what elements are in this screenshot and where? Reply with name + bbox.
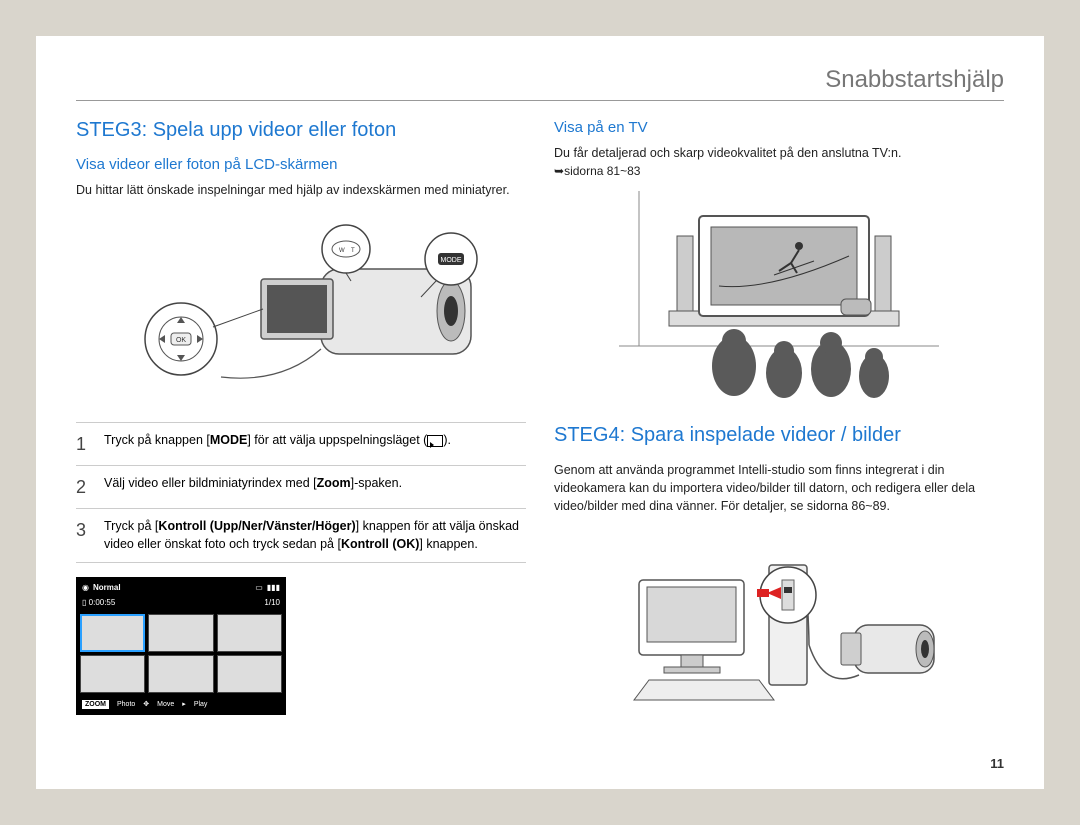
step-number: 2 — [76, 474, 94, 500]
thumbnail-cell — [148, 655, 213, 693]
left-column: STEG3: Spela upp videor eller foton Visa… — [76, 119, 526, 738]
step-text: Välj video eller bildminiatyrindex med [… — [104, 474, 526, 500]
thumbnail-cell — [80, 655, 145, 693]
lcd-intro: Du hittar lätt önskade inspelningar med … — [76, 181, 526, 199]
thumbgrid-grid — [80, 614, 282, 693]
step-item: 2 Välj video eller bildminiatyrindex med… — [76, 465, 526, 508]
tv-illustration — [619, 191, 939, 401]
thumbnail-index-screen: ◉ Normal ▭ ▮▮▮ ▯ 0:00:55 1/10 — [76, 577, 286, 715]
playback-mode-icon — [427, 435, 443, 447]
tv-figure — [554, 191, 1004, 406]
thumbgrid-subheader: ▯ 0:00:55 1/10 — [80, 596, 282, 611]
svg-text:T: T — [351, 248, 355, 254]
svg-text:OK: OK — [176, 337, 186, 344]
page-title: Snabbstartshjälp — [76, 66, 1004, 94]
lcd-subheading: Visa videor eller foton på LCD-skärmen — [76, 156, 526, 173]
tv-pageref: sidorna 81~83 — [564, 164, 640, 178]
thumbnail-cell — [217, 655, 282, 693]
manual-page: Snabbstartshjälp STEG3: Spela upp videor… — [36, 36, 1044, 789]
zoom-badge: ZOOM — [82, 700, 109, 709]
svg-text:MODE: MODE — [441, 257, 462, 264]
card-icon: ▭ — [255, 583, 263, 592]
step4-heading: STEG4: Spara inspelade videor / bilder — [554, 424, 1004, 447]
step-number: 3 — [76, 517, 94, 553]
step-item: 1 Tryck på knappen [MODE] för att välja … — [76, 422, 526, 465]
mode-label: Normal — [93, 583, 121, 592]
battery-icon: ▮▮▮ — [267, 583, 280, 592]
right-column: Visa på en TV Du får detaljerad och skar… — [554, 119, 1004, 738]
play-icon: ▸ — [182, 700, 186, 708]
step3-heading: STEG3: Spela upp videor eller foton — [76, 119, 526, 142]
thumbnail-cell — [80, 614, 145, 652]
footer-photo: Photo — [117, 701, 135, 708]
arrow-ref-icon: ➥ — [554, 164, 564, 178]
step-item: 3 Tryck på [Kontroll (Upp/Ner/Vänster/Hö… — [76, 508, 526, 562]
tv-subheading: Visa på en TV — [554, 119, 1004, 136]
page-number: 11 — [990, 756, 1004, 771]
footer-move: Move — [157, 701, 174, 708]
thumbnail-cell — [217, 614, 282, 652]
lens-icon: ◉ — [82, 583, 89, 592]
step-number: 1 — [76, 431, 94, 457]
time-label: 0:00:55 — [89, 598, 116, 607]
thumbnail-cell — [148, 614, 213, 652]
clip-icon: ▯ — [82, 598, 86, 607]
step4-body: Genom att använda programmet Intelli-stu… — [554, 461, 1004, 515]
count-label: 1/10 — [264, 598, 280, 607]
computer-illustration — [609, 525, 949, 715]
footer-play: Play — [194, 701, 208, 708]
step-text: Tryck på [Kontroll (Upp/Ner/Vänster/Höge… — [104, 517, 526, 553]
step-text: Tryck på knappen [MODE] för att välja up… — [104, 431, 526, 457]
camcorder-figure: MODE W T OK — [76, 209, 526, 404]
thumbgrid-footer: ZOOM Photo ✥ Move ▸ Play — [80, 696, 282, 711]
page-header: Snabbstartshjälp — [76, 66, 1004, 101]
nav-icon: ✥ — [143, 700, 149, 708]
tv-intro: Du får detaljerad och skarp videokvalite… — [554, 144, 1004, 181]
thumbgrid-header: ◉ Normal ▭ ▮▮▮ — [80, 581, 282, 596]
svg-text:W: W — [339, 248, 345, 254]
computer-figure — [554, 525, 1004, 720]
steps-list: 1 Tryck på knappen [MODE] för att välja … — [76, 422, 526, 562]
camcorder-illustration: MODE W T OK — [121, 209, 481, 399]
content-columns: STEG3: Spela upp videor eller foton Visa… — [76, 119, 1004, 738]
